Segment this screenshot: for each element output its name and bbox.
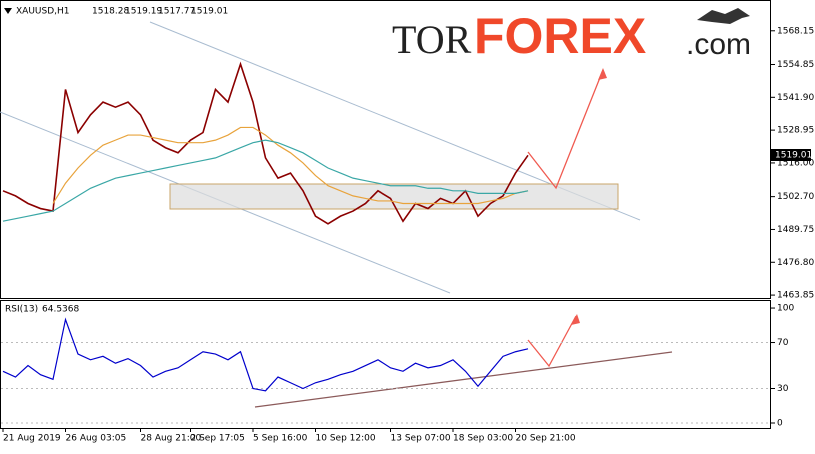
logo-forex: FOREX [474, 8, 646, 64]
arrow-head [571, 314, 580, 325]
x-tick-label: 21 Aug 2019 [3, 434, 61, 444]
logo-bull [697, 8, 750, 24]
price-pane [0, 0, 771, 299]
x-tick-label: 18 Sep 03:00 [453, 434, 513, 444]
series-line [2, 317, 529, 392]
series-line [2, 61, 529, 225]
y-tick-label: 1541.90 [777, 93, 814, 103]
ohlc: 1518.28 [92, 7, 129, 17]
y-tick-label: 1476.80 [777, 258, 814, 268]
ohlc: 1519.01 [191, 7, 228, 17]
price-tag [771, 149, 811, 161]
y-tick-label: 0 [777, 418, 783, 428]
x-tick-label: 28 Aug 21:00 [141, 434, 202, 444]
rsi-trendline [254, 351, 673, 408]
rsi-title: RSI(13) [5, 305, 38, 315]
y-tick-label: 1568.15 [777, 26, 814, 36]
y-tick-label: 1516.00 [777, 158, 814, 168]
y-tick-label: 1489.75 [777, 225, 814, 235]
y-tick-label: 1528.95 [777, 126, 814, 136]
series-line [2, 139, 529, 222]
y-tick-label: 100 [777, 304, 794, 314]
y-tick-label: 1554.85 [777, 60, 814, 70]
y-tick-label: 1502.70 [777, 192, 814, 202]
ohlc: 1517.77 [158, 7, 195, 17]
forecast-arrow [527, 315, 577, 368]
x-tick-label: 26 Aug 03:05 [66, 434, 127, 444]
logo-com: .com [686, 28, 751, 61]
logo-tor: TOR [392, 17, 472, 62]
series-line [52, 126, 529, 205]
x-tick-label: 5 Sep 16:00 [253, 434, 308, 444]
y-tick-label: 1463.85 [777, 291, 814, 301]
forecast-arrow [527, 69, 604, 190]
rsi-pane [0, 300, 771, 429]
x-tick-label: 13 Sep 07:00 [391, 434, 451, 444]
arrow-head [598, 68, 607, 80]
ohlc: 1519.19 [125, 7, 162, 17]
marker [4, 8, 12, 14]
x-tick-label: 2 Sep 17:05 [191, 434, 245, 444]
rsi-value: 64.5368 [42, 305, 79, 315]
y-tick-label: 70 [777, 338, 789, 348]
y-tick-label: 30 [777, 384, 789, 394]
x-tick-label: 20 Sep 21:00 [516, 434, 576, 444]
price-tag-label: 1519.01 [775, 151, 812, 161]
symbol: XAUUSD,H1 [16, 7, 70, 17]
x-tick-label: 10 Sep 12:00 [316, 434, 376, 444]
